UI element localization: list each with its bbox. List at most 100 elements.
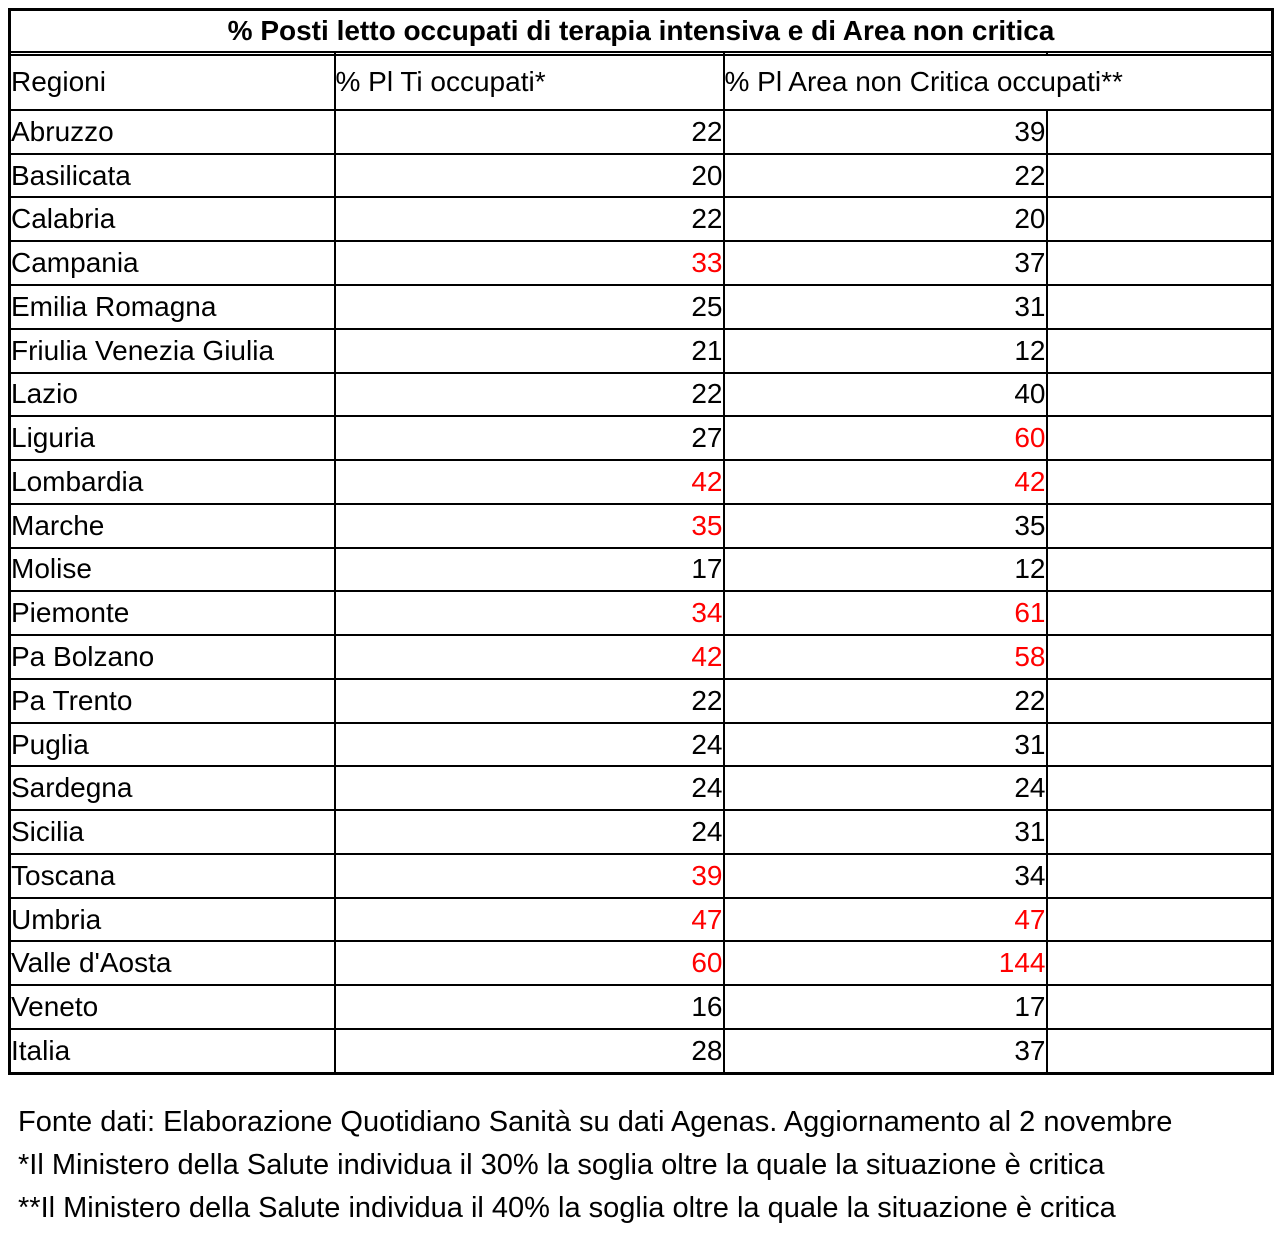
table-row: Lombardia 42 42	[8, 459, 1274, 505]
empty-cell	[1045, 50, 1274, 56]
icu-occupancy-value: 35	[333, 502, 725, 549]
non-critical-occupancy-value: 24	[722, 765, 1048, 812]
icu-occupancy-value: 22	[333, 108, 725, 155]
column-header-icu-occupancy: % Pl Ti occupati*	[333, 53, 725, 111]
table-row: Toscana 39 34	[8, 852, 1274, 899]
non-critical-occupancy-value: 31	[722, 283, 1048, 330]
empty-cell	[1045, 1027, 1274, 1075]
icu-occupancy-value: 24	[333, 809, 725, 855]
table-row: Puglia 24 31	[8, 721, 1274, 768]
table-row: Abruzzo 22 39	[8, 108, 1274, 155]
region-name: Italia	[8, 1027, 336, 1075]
empty-cell	[1045, 765, 1274, 812]
empty-cell	[1045, 940, 1274, 987]
table-row: Lazio 22 40	[8, 371, 1274, 418]
table-row: Piemonte 34 61	[8, 590, 1274, 637]
empty-cell	[1045, 896, 1274, 943]
region-name: Emilia Romagna	[8, 283, 336, 330]
non-critical-occupancy-value: 60	[722, 415, 1048, 462]
non-critical-occupancy-value: 40	[722, 371, 1048, 418]
empty-cell	[1045, 984, 1274, 1030]
icu-occupancy-value: 21	[333, 327, 725, 374]
region-name: Molise	[8, 546, 336, 593]
region-name: Veneto	[8, 984, 336, 1030]
column-header-regions: Regioni	[8, 53, 336, 111]
non-critical-occupancy-value: 22	[722, 152, 1048, 199]
non-critical-occupancy-value: 37	[722, 1027, 1048, 1075]
region-name: Liguria	[8, 415, 336, 462]
region-name: Valle d'Aosta	[8, 940, 336, 987]
non-critical-occupancy-value: 42	[722, 459, 1048, 505]
non-critical-occupancy-value: 34	[722, 852, 1048, 899]
empty-cell	[1045, 852, 1274, 899]
icu-occupancy-value: 39	[333, 852, 725, 899]
column-header-non-critical-occupancy: % Pl Area non Critica occupati**	[722, 53, 1274, 111]
table-row: Liguria 27 60	[8, 415, 1274, 462]
icu-occupancy-value: 17	[333, 546, 725, 593]
icu-occupancy-value: 33	[333, 240, 725, 286]
icu-occupancy-value: 28	[333, 1027, 725, 1075]
non-critical-occupancy-value: 31	[722, 721, 1048, 768]
non-critical-occupancy-value: 37	[722, 240, 1048, 286]
footnotes: Fonte dati: Elaborazione Quotidiano Sani…	[18, 1101, 1281, 1230]
empty-cell	[1045, 502, 1274, 549]
region-name: Sardegna	[8, 765, 336, 812]
empty-cell	[1045, 327, 1274, 374]
icu-occupancy-value: 34	[333, 590, 725, 637]
region-name: Puglia	[8, 721, 336, 768]
table-body: Abruzzo 22 39 Basilicata 20 22 Calabria 22 20 Cam…	[8, 108, 1274, 1075]
table-row: Calabria 22 20	[8, 196, 1274, 243]
empty-cell	[1045, 108, 1274, 155]
region-name: Calabria	[8, 196, 336, 243]
table-row: Italia 28 37	[8, 1027, 1274, 1075]
icu-occupancy-value: 25	[333, 283, 725, 330]
empty-cell	[8, 50, 336, 56]
empty-cell	[1045, 590, 1274, 637]
spacer-row	[8, 50, 1274, 56]
non-critical-occupancy-value: 58	[722, 634, 1048, 680]
icu-occupancy-value: 24	[333, 721, 725, 768]
empty-cell	[333, 50, 725, 56]
icu-occupancy-value: 24	[333, 765, 725, 812]
table-title: % Posti letto occupati di terapia intens…	[8, 8, 1274, 53]
non-critical-occupancy-value: 35	[722, 502, 1048, 549]
region-name: Lazio	[8, 371, 336, 418]
non-critical-occupancy-value: 12	[722, 546, 1048, 593]
empty-cell	[1045, 240, 1274, 286]
region-name: Toscana	[8, 852, 336, 899]
table-row: Pa Trento 22 22	[8, 677, 1274, 724]
icu-occupancy-value: 42	[333, 634, 725, 680]
table-row: Pa Bolzano 42 58	[8, 634, 1274, 680]
table-row: Molise 17 12	[8, 546, 1274, 593]
region-name: Basilicata	[8, 152, 336, 199]
icu-occupancy-value: 20	[333, 152, 725, 199]
icu-occupancy-value: 27	[333, 415, 725, 462]
table-row: Emilia Romagna 25 31	[8, 283, 1274, 330]
table-row: Veneto 16 17	[8, 984, 1274, 1030]
empty-cell	[1045, 634, 1274, 680]
table-row: Umbria 47 47	[8, 896, 1274, 943]
non-critical-occupancy-value: 39	[722, 108, 1048, 155]
icu-occupancy-value: 16	[333, 984, 725, 1030]
non-critical-occupancy-value: 31	[722, 809, 1048, 855]
region-name: Marche	[8, 502, 336, 549]
empty-cell	[1045, 415, 1274, 462]
icu-occupancy-value: 22	[333, 196, 725, 243]
non-critical-occupancy-value: 144	[722, 940, 1048, 987]
icu-threshold-note: *Il Ministero della Salute individua il …	[18, 1149, 1105, 1181]
table-row: Campania 33 37	[8, 240, 1274, 286]
table-row: Sicilia 24 31	[8, 809, 1274, 855]
non-critical-occupancy-value: 17	[722, 984, 1048, 1030]
empty-cell	[1045, 283, 1274, 330]
table-row: Friulia Venezia Giulia 21 12	[8, 327, 1274, 374]
table-row: Basilicata 20 22	[8, 152, 1274, 199]
icu-occupancy-value: 22	[333, 677, 725, 724]
region-name: Pa Trento	[8, 677, 336, 724]
title-row: % Posti letto occupati di terapia intens…	[8, 8, 1274, 53]
occupancy-table: % Posti letto occupati di terapia intens…	[8, 8, 1275, 1075]
region-name: Abruzzo	[8, 108, 336, 155]
region-name: Piemonte	[8, 590, 336, 637]
non-critical-occupancy-value: 22	[722, 677, 1048, 724]
region-name: Friulia Venezia Giulia	[8, 327, 336, 374]
